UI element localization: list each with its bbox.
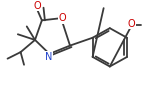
Text: O: O <box>59 13 67 23</box>
Text: N: N <box>45 52 52 62</box>
Text: O: O <box>128 19 136 29</box>
Text: O: O <box>34 1 42 11</box>
